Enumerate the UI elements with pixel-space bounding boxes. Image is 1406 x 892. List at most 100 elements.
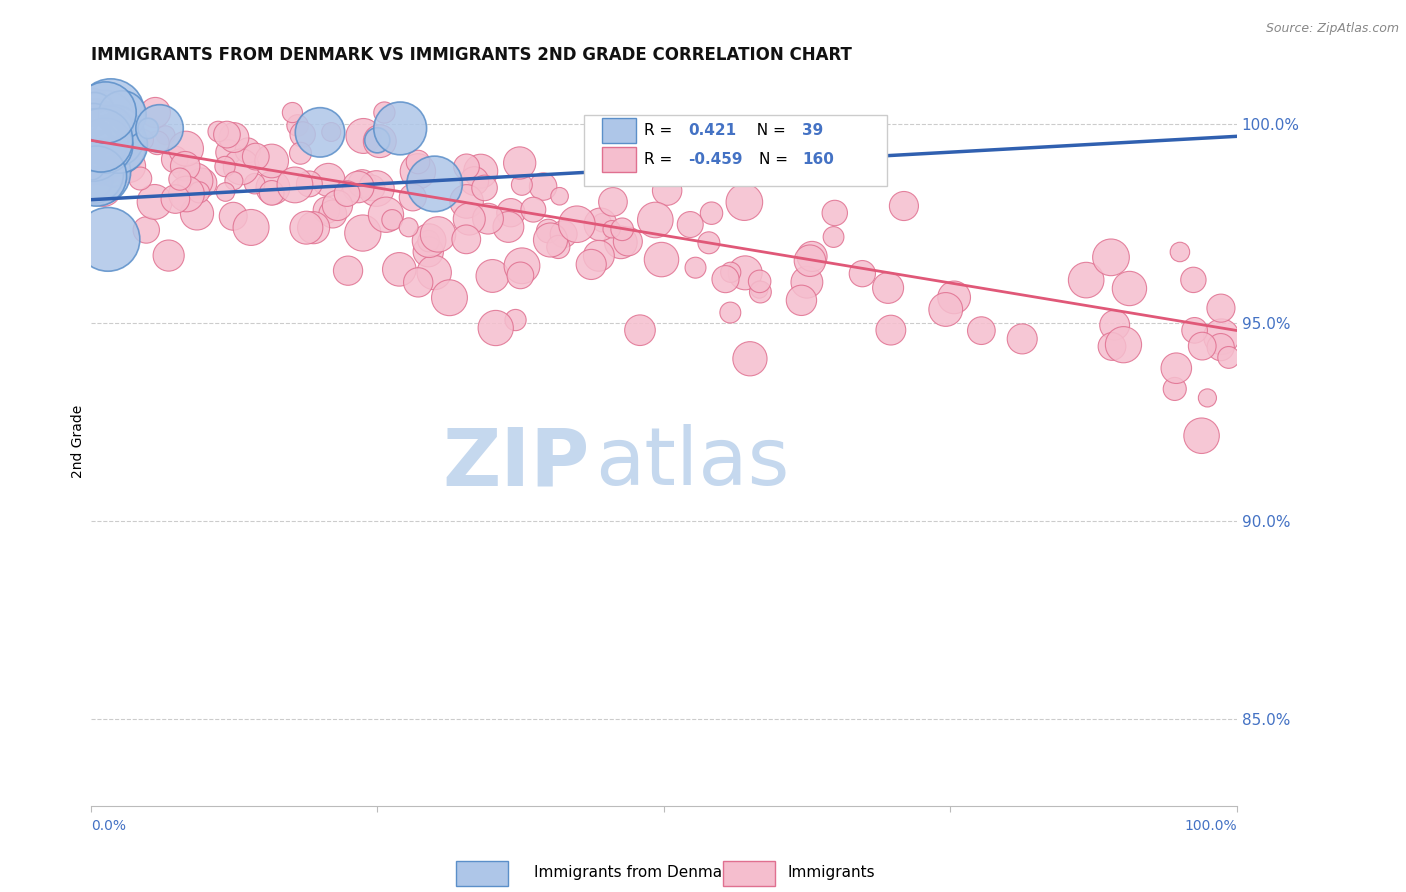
- Point: [222, 130, 245, 145]
- Point: [136, 121, 159, 136]
- Point: [1099, 250, 1122, 264]
- Point: [602, 194, 624, 209]
- Text: 160: 160: [803, 152, 834, 167]
- Point: [1191, 428, 1213, 442]
- Point: [522, 202, 544, 217]
- Point: [143, 105, 166, 120]
- Point: [82, 142, 104, 156]
- Point: [97, 232, 120, 246]
- Point: [423, 177, 446, 191]
- Point: [610, 235, 633, 250]
- Point: [548, 189, 571, 203]
- Point: [1197, 391, 1219, 405]
- Point: [418, 244, 440, 259]
- Point: [302, 220, 325, 235]
- Point: [184, 174, 207, 188]
- Text: Immigrants: Immigrants: [787, 865, 875, 880]
- Point: [456, 160, 478, 174]
- Point: [90, 133, 112, 147]
- Point: [222, 209, 245, 223]
- Point: [110, 119, 132, 133]
- Point: [176, 186, 198, 201]
- Point: [1112, 337, 1135, 351]
- Point: [101, 127, 124, 141]
- Text: IMMIGRANTS FROM DENMARK VS IMMIGRANTS 2ND GRADE CORRELATION CHART: IMMIGRANTS FROM DENMARK VS IMMIGRANTS 2N…: [91, 46, 852, 64]
- Point: [262, 180, 284, 194]
- Point: [207, 124, 229, 138]
- Point: [104, 137, 127, 152]
- Point: [418, 234, 440, 248]
- Point: [103, 164, 125, 178]
- Text: ZIP: ZIP: [441, 425, 589, 502]
- Point: [214, 185, 236, 199]
- Point: [366, 133, 388, 147]
- Point: [111, 108, 134, 122]
- Point: [679, 218, 702, 232]
- Point: [458, 212, 481, 227]
- Point: [505, 313, 527, 327]
- Point: [877, 281, 900, 295]
- Point: [82, 146, 104, 161]
- Point: [406, 276, 429, 290]
- Point: [697, 235, 720, 250]
- Point: [714, 272, 737, 286]
- Point: [553, 227, 575, 241]
- Point: [851, 267, 873, 281]
- Point: [100, 105, 122, 120]
- Point: [650, 252, 672, 267]
- Point: [165, 192, 187, 206]
- Point: [589, 218, 612, 232]
- Point: [83, 105, 105, 120]
- Point: [565, 217, 588, 231]
- Point: [231, 160, 253, 174]
- Point: [685, 260, 707, 275]
- Point: [146, 136, 169, 150]
- Point: [315, 203, 337, 218]
- Point: [148, 121, 170, 136]
- Point: [80, 105, 103, 120]
- Point: [612, 222, 634, 236]
- Point: [135, 223, 157, 237]
- Point: [418, 234, 440, 248]
- Point: [801, 249, 824, 263]
- Point: [290, 146, 312, 161]
- Point: [1118, 281, 1140, 295]
- Point: [298, 177, 321, 191]
- Point: [155, 128, 177, 143]
- Point: [284, 178, 307, 192]
- Point: [406, 164, 429, 178]
- Point: [644, 213, 666, 227]
- Point: [655, 184, 678, 198]
- Point: [352, 128, 374, 143]
- FancyBboxPatch shape: [602, 118, 637, 143]
- Point: [352, 177, 374, 191]
- Point: [470, 164, 492, 178]
- Point: [118, 159, 141, 173]
- Point: [1211, 329, 1233, 343]
- Point: [87, 165, 110, 179]
- Point: [456, 194, 478, 209]
- Point: [87, 135, 110, 149]
- Point: [80, 172, 103, 186]
- Point: [321, 125, 343, 139]
- Point: [337, 263, 360, 277]
- Point: [94, 138, 117, 153]
- Point: [217, 145, 239, 160]
- Point: [406, 155, 429, 169]
- Point: [748, 274, 770, 288]
- Point: [318, 173, 340, 187]
- Point: [1166, 361, 1188, 376]
- Point: [100, 121, 122, 136]
- Point: [169, 172, 191, 186]
- Point: [748, 283, 770, 297]
- Point: [352, 226, 374, 240]
- Point: [398, 220, 420, 235]
- Point: [1209, 340, 1232, 354]
- Point: [477, 211, 499, 226]
- Point: [368, 134, 391, 148]
- Point: [83, 167, 105, 181]
- Point: [174, 159, 197, 173]
- Text: N =: N =: [748, 123, 792, 138]
- Point: [94, 105, 117, 120]
- Point: [86, 120, 108, 135]
